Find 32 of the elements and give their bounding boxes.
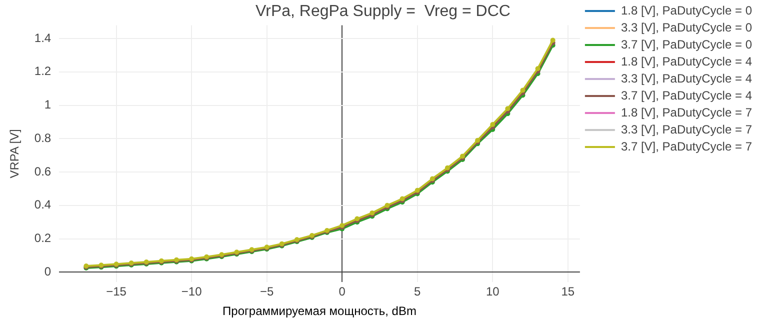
point	[535, 66, 540, 72]
point	[520, 88, 526, 93]
point	[550, 38, 556, 43]
x-tick-label: −5	[260, 284, 274, 299]
y-tick-label: 1.4	[34, 30, 52, 45]
y-tick-label: 0.6	[34, 164, 52, 178]
legend-label: 1.8 [V], PaDutyCycle = 4	[620, 54, 752, 68]
legend-label: 3.7 [V], PaDutyCycle = 4	[620, 88, 752, 102]
y-tick-label: 0.8	[34, 130, 52, 145]
legend-label: 3.7 [V], PaDutyCycle = 0	[620, 37, 752, 52]
point	[505, 106, 510, 112]
x-tick-label: 5	[414, 284, 422, 299]
x-tick-label: 10	[486, 284, 500, 299]
point	[490, 122, 496, 127]
x-tick-label: 15	[561, 284, 575, 299]
y-axis-title: VRPA [V]	[8, 129, 22, 178]
x-tick-label: 0	[338, 284, 346, 299]
x-tick-label: −15	[106, 284, 127, 299]
y-tick-label: 1.2	[34, 64, 52, 78]
y-tick-label: 0.4	[34, 198, 52, 212]
y-tick-label: 1	[44, 98, 52, 112]
x-axis-title: Программируемая мощность, dBm	[222, 304, 416, 318]
legend-label: 3.3 [V], PaDutyCycle = 4	[620, 71, 752, 86]
legend-label: 3.3 [V], PaDutyCycle = 7	[620, 122, 752, 136]
legend-label: 3.3 [V], PaDutyCycle = 0	[620, 20, 752, 34]
y-tick-label: 0	[44, 264, 52, 278]
chart-title: VrPa, RegPa Supply = Vreg = DCC	[256, 3, 510, 20]
legend-label: 1.8 [V], PaDutyCycle = 0	[620, 3, 752, 18]
legend-label: 3.7 [V], PaDutyCycle = 7	[620, 139, 752, 154]
x-tick-label: −10	[181, 284, 202, 299]
y-tick-label: 0.2	[34, 231, 52, 246]
legend-label: 1.8 [V], PaDutyCycle = 7	[620, 105, 752, 120]
